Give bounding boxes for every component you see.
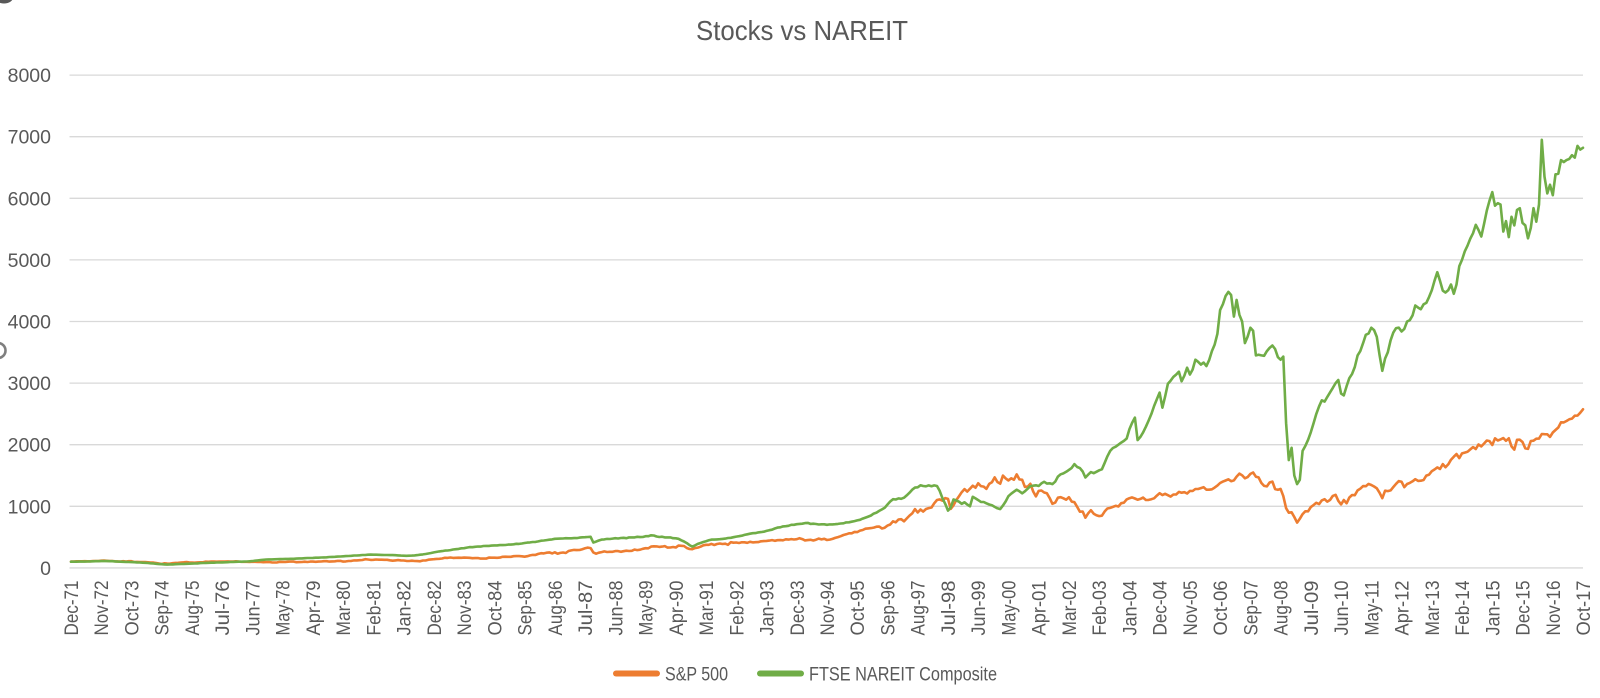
svg-text:Sep-96: Sep-96 (878, 581, 900, 636)
svg-text:5000: 5000 (8, 250, 52, 272)
svg-text:1000: 1000 (8, 496, 52, 518)
svg-text:Jan-82: Jan-82 (394, 581, 416, 636)
svg-text:Nov-72: Nov-72 (91, 581, 113, 636)
svg-text:Jul-76: Jul-76 (212, 581, 234, 636)
svg-text:Mar-91: Mar-91 (696, 581, 718, 636)
svg-text:Jan-04: Jan-04 (1119, 580, 1141, 635)
svg-text:Jun-77: Jun-77 (242, 581, 264, 636)
svg-text:FTSE NAREIT Composite: FTSE NAREIT Composite (809, 664, 997, 686)
svg-text:Feb-81: Feb-81 (363, 581, 385, 636)
svg-text:Jan-15: Jan-15 (1482, 580, 1504, 635)
svg-text:Dec-04: Dec-04 (1150, 580, 1172, 635)
svg-text:Dec-82: Dec-82 (424, 581, 446, 636)
svg-text:Nov-16: Nov-16 (1543, 581, 1565, 636)
svg-text:May-11: May-11 (1361, 581, 1383, 636)
svg-text:Mar-02: Mar-02 (1059, 581, 1081, 636)
svg-text:S&P 500: S&P 500 (665, 664, 728, 686)
svg-text:Nov-83: Nov-83 (454, 581, 476, 636)
svg-text:Feb-14: Feb-14 (1452, 580, 1474, 635)
svg-text:Jul-09: Jul-09 (1301, 581, 1323, 636)
svg-text:Aug-97: Aug-97 (908, 581, 930, 636)
svg-text:Nov-94: Nov-94 (817, 580, 839, 635)
svg-text:May-00: May-00 (998, 580, 1020, 635)
svg-text:Dec-93: Dec-93 (787, 581, 809, 636)
svg-text:7000: 7000 (8, 127, 52, 149)
svg-text:0: 0 (40, 558, 51, 580)
svg-text:Nov-05: Nov-05 (1180, 580, 1202, 635)
svg-text:Oct-06: Oct-06 (1210, 581, 1232, 636)
svg-text:Mar-80: Mar-80 (333, 580, 355, 635)
svg-text:6000: 6000 (8, 188, 52, 210)
svg-text:Feb-92: Feb-92 (726, 581, 748, 636)
svg-text:Jul-98: Jul-98 (938, 581, 960, 636)
svg-text:Sep-74: Sep-74 (152, 580, 174, 635)
svg-text:8000: 8000 (8, 65, 52, 87)
svg-text:Jul-87: Jul-87 (575, 581, 597, 636)
svg-text:Aug-75: Aug-75 (182, 580, 204, 635)
svg-text:May-78: May-78 (273, 581, 295, 636)
svg-text:Jun-99: Jun-99 (968, 580, 990, 635)
svg-text:Oct-95: Oct-95 (847, 580, 869, 635)
svg-text:Dec-71: Dec-71 (61, 581, 83, 636)
svg-text:Jun-10: Jun-10 (1331, 580, 1353, 635)
svg-text:Oct-17: Oct-17 (1573, 581, 1595, 636)
svg-text:Dec-15: Dec-15 (1513, 580, 1535, 635)
svg-text:Sep-07: Sep-07 (1240, 581, 1262, 636)
svg-text:Aug-08: Aug-08 (1271, 581, 1293, 636)
svg-text:Oct-73: Oct-73 (122, 581, 144, 636)
svg-text:Stocks vs NAREIT: Stocks vs NAREIT (696, 15, 908, 46)
svg-text:May-89: May-89 (636, 581, 658, 636)
svg-text:Feb-03: Feb-03 (1089, 581, 1111, 636)
svg-text:Mar-13: Mar-13 (1422, 581, 1444, 636)
svg-text:Apr-79: Apr-79 (303, 581, 325, 636)
svg-text:Aug-86: Aug-86 (545, 581, 567, 636)
svg-text:2000: 2000 (8, 435, 52, 457)
svg-text:Jun-88: Jun-88 (605, 581, 627, 636)
svg-text:Apr-01: Apr-01 (1029, 581, 1051, 636)
svg-text:Apr-12: Apr-12 (1392, 581, 1414, 636)
svg-text:3000: 3000 (8, 373, 52, 395)
svg-text:Jan-93: Jan-93 (757, 581, 779, 636)
svg-text:4000: 4000 (8, 312, 52, 334)
svg-text:Oct-84: Oct-84 (484, 580, 506, 635)
svg-text:Sep-85: Sep-85 (515, 580, 537, 635)
svg-text:Apr-90: Apr-90 (666, 580, 688, 635)
